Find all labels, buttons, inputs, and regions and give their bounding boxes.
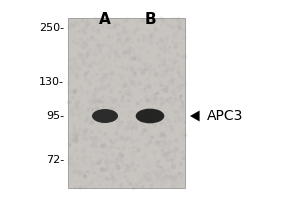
Bar	[68, 18, 185, 188]
Ellipse shape	[136, 109, 164, 123]
Text: 250-: 250-	[39, 23, 64, 33]
Text: 130-: 130-	[39, 77, 64, 87]
Text: APC3: APC3	[206, 109, 243, 123]
Text: 95-: 95-	[46, 111, 64, 121]
Ellipse shape	[92, 109, 118, 123]
Text: 72-: 72-	[46, 155, 64, 165]
Polygon shape	[190, 110, 200, 121]
Text: B: B	[144, 12, 156, 27]
Text: A: A	[99, 12, 111, 27]
